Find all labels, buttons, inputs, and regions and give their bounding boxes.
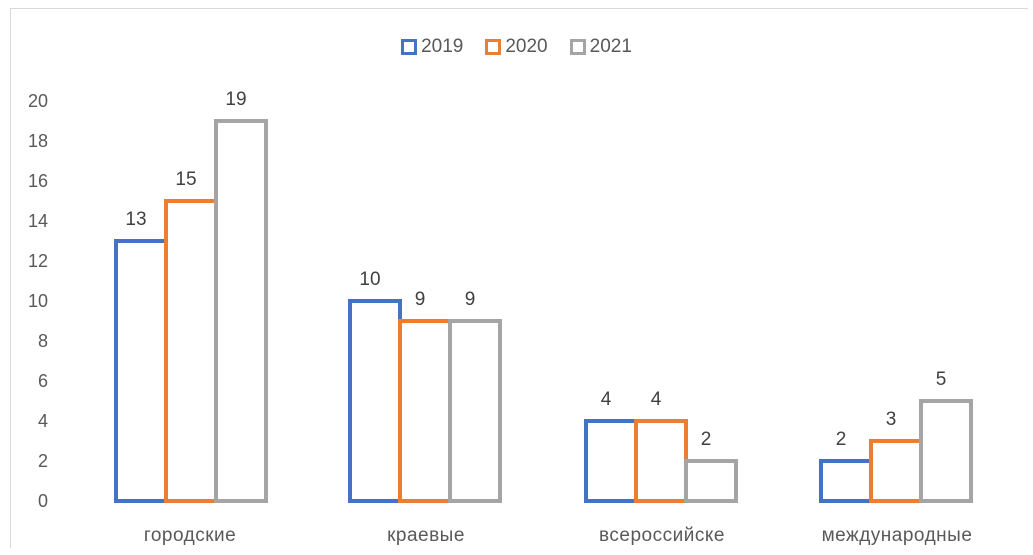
category-label: международные [822,525,973,546]
legend-item-2019: 2019 [401,36,463,58]
bar-2020-3 [869,439,923,503]
data-label-2021-3: 5 [936,369,947,390]
data-label-2019-1: 10 [359,269,380,290]
legend-swatch-2020 [485,39,502,55]
legend-label-2019: 2019 [421,36,464,57]
bar-2021-2 [684,459,738,503]
legend-label-2020: 2020 [505,36,548,57]
y-tick-label: 16 [28,171,48,191]
category-label: всероссийске [599,525,725,546]
y-tick-label: 2 [38,451,48,471]
y-tick-label: 0 [38,491,48,511]
bar-2019-0 [114,239,168,503]
bar-2021-0 [214,119,268,503]
legend-item-2021: 2021 [569,36,632,58]
category-label: краевые [387,525,465,546]
y-tick-label: 20 [28,91,48,111]
category-label: городские [144,525,236,546]
legend-label-2021: 2021 [589,36,632,57]
chart-legend: 2019 2020 2021 [0,36,1033,58]
y-tick-label: 14 [28,211,48,231]
bar-2019-2 [584,419,638,503]
bar-2021-1 [448,319,502,503]
bar-2020-1 [398,319,452,503]
data-label-2020-2: 4 [651,389,662,410]
legend-swatch-2021 [569,39,586,55]
legend-item-2020: 2020 [485,36,548,58]
data-label-2020-3: 3 [886,409,897,430]
bar-2020-2 [634,419,688,503]
y-tick-label: 12 [28,251,48,271]
bar-2021-3 [919,399,973,503]
data-label-2019-2: 4 [601,389,612,410]
legend-swatch-2019 [401,39,418,55]
chart-frame [10,8,1028,548]
data-label-2021-2: 2 [701,429,712,450]
data-label-2019-3: 2 [836,429,847,450]
data-label-2021-0: 19 [225,89,246,110]
data-label-2021-1: 9 [465,289,476,310]
y-tick-label: 8 [38,331,48,351]
y-tick-label: 6 [38,371,48,391]
y-tick-label: 4 [38,411,48,431]
data-label-2019-0: 13 [125,209,146,230]
bar-2020-0 [164,199,218,503]
data-label-2020-1: 9 [415,289,426,310]
bar-2019-1 [348,299,402,503]
bar-2019-3 [819,459,873,503]
y-tick-label: 18 [28,131,48,151]
data-label-2020-0: 15 [175,169,196,190]
y-tick-label: 10 [28,291,48,311]
